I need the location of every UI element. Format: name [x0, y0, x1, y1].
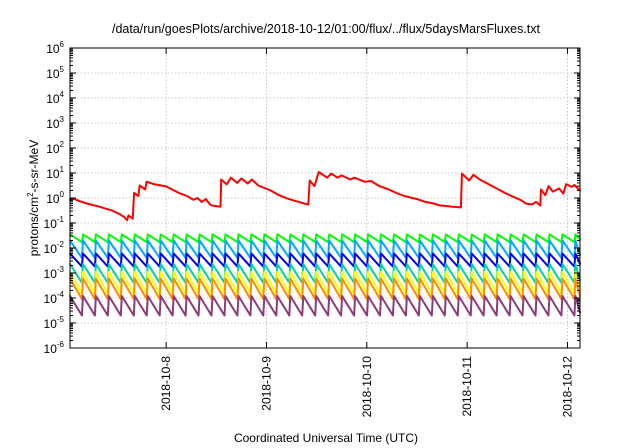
y-axis-label-base: protons/cm: [27, 197, 41, 256]
x-axis-label: Coordinated Universal Time (UTC): [234, 431, 418, 445]
y-tick-label: 10-6: [44, 340, 65, 356]
y-tick-label: 100: [46, 190, 64, 206]
y-tick-label: 10-1: [44, 215, 65, 231]
x-tick-label: 2018-10-11: [460, 356, 474, 417]
y-axis-label-sup: 2: [26, 192, 35, 197]
y-tick-label: 10-5: [44, 315, 65, 331]
red-series-line: [69, 171, 581, 222]
x-tick-label: 2018-10-9: [259, 356, 273, 411]
x-tick-label: 2018-10-12: [560, 356, 574, 418]
y-tick-label: 10-4: [44, 290, 65, 306]
y-tick-label: 103: [46, 115, 64, 131]
x-tick-label: 2018-10-10: [360, 356, 374, 418]
x-tick-label: 2018-10-8: [159, 356, 173, 411]
y-axis-label: protons/cm2-s-sr-MeV: [26, 140, 41, 256]
chart-title: /data/run/goesPlots/archive/2018-10-12/0…: [112, 22, 541, 36]
y-axis-label-rest: -s-sr-MeV: [27, 140, 41, 193]
y-tick-label: 104: [46, 90, 64, 106]
sawtooth-series-7: [69, 295, 581, 317]
y-tick-label: 10-3: [44, 265, 65, 281]
sawtooth-series-1: [69, 233, 581, 244]
y-tick-label: 101: [46, 165, 64, 181]
y-tick-label: 105: [46, 65, 64, 81]
y-axis: 10-6 10-5 10-4 10-3 10-2 10-1 100 101 102 103 104 1…: [44, 40, 580, 356]
y-tick-label: 102: [46, 140, 64, 156]
y-tick-label: 106: [46, 40, 64, 56]
red-series-group: [69, 171, 581, 222]
sawtooth-series-group: [69, 233, 581, 317]
x-axis: 2018-10-8 2018-10-9 2018-10-10 2018-10-11 20…: [159, 48, 574, 417]
y-tick-label: 10-2: [44, 240, 65, 256]
